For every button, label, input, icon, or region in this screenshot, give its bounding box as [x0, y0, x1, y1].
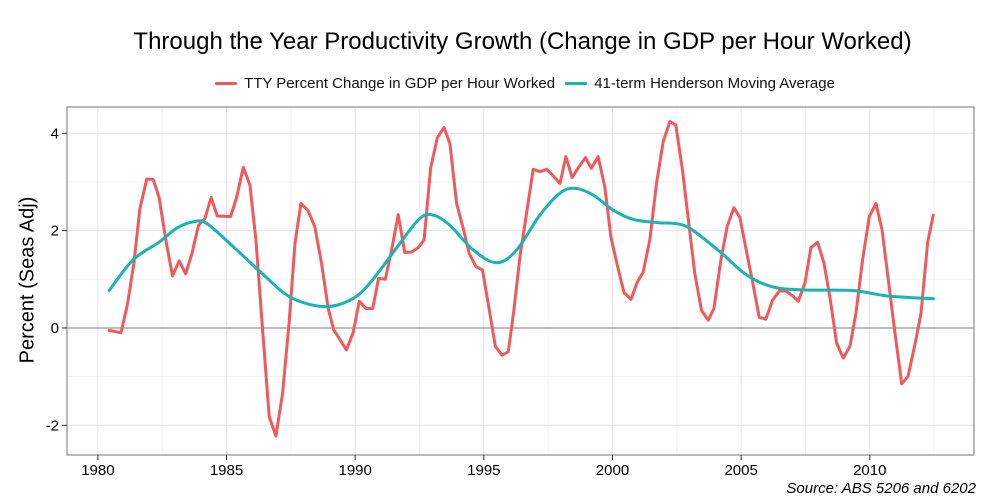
- legend-key-henderson: [565, 82, 588, 85]
- x-tick-label: 2005: [724, 462, 757, 479]
- panel-border: [66, 106, 975, 456]
- y-tick-label: 0: [51, 320, 59, 337]
- y-tick-label: -2: [46, 417, 59, 434]
- legend-label-tty: TTY Percent Change in GDP per Hour Worke…: [244, 75, 556, 92]
- series-line-henderson: [107, 186, 935, 309]
- series-line-tty: [107, 120, 935, 438]
- legend-label-henderson: 41-term Henderson Moving Average: [594, 75, 835, 92]
- source-note: Source: ABS 5206 and 6202: [786, 480, 976, 497]
- x-tick-label: 1995: [467, 462, 500, 479]
- legend-item-tty: TTY Percent Change in GDP per Hour Worke…: [215, 75, 555, 92]
- x-tick-label: 1990: [338, 462, 371, 479]
- legend: TTY Percent Change in GDP per Hour Worke…: [0, 72, 1000, 92]
- y-tick-label: 4: [51, 125, 59, 142]
- legend-key-tty: [215, 82, 238, 85]
- y-tick-label: 2: [51, 223, 59, 240]
- x-tick-label: 1985: [210, 462, 243, 479]
- x-tick-label: 2010: [853, 462, 886, 479]
- x-tick-label: 2000: [596, 462, 629, 479]
- x-tick-label: 1980: [81, 462, 114, 479]
- chart-title: Through the Year Productivity Growth (Ch…: [133, 28, 912, 55]
- legend-item-henderson: 41-term Henderson Moving Average: [565, 75, 835, 92]
